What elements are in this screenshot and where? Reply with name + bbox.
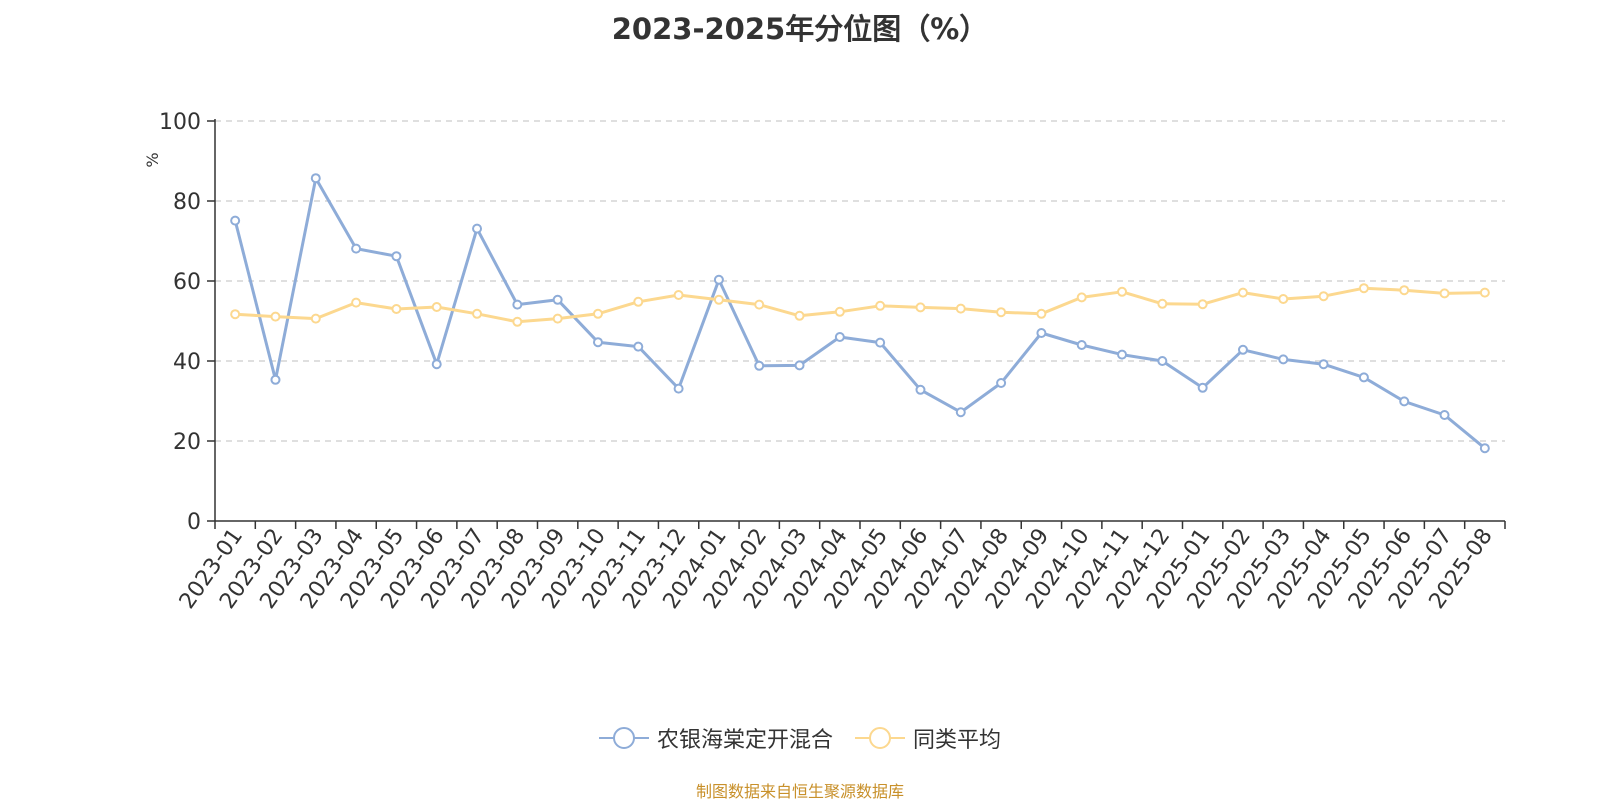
y-tick-label: 40	[173, 350, 201, 375]
series-1-point	[310, 173, 321, 184]
series-2-point	[713, 294, 724, 305]
series-2-point	[310, 313, 321, 324]
y-tick-label: 60	[173, 270, 201, 295]
series-2-point	[512, 316, 523, 327]
series-1-point	[391, 251, 402, 262]
series-2-point	[1399, 285, 1410, 296]
series-1-point	[1278, 354, 1289, 365]
series-2-point	[875, 300, 886, 311]
series-1-point	[713, 274, 724, 285]
y-axis-label: %	[143, 152, 162, 167]
series-2-point	[230, 309, 241, 320]
source-note: 制图数据来自恒生聚源数据库	[695, 782, 904, 801]
y-tick-label: 80	[173, 190, 201, 215]
series-1-point	[915, 384, 926, 395]
legend: 农银海棠定开混合 同类平均	[0, 722, 1600, 754]
series-1-point	[1439, 410, 1450, 420]
series-2-point	[996, 307, 1007, 318]
series-2-point	[633, 296, 644, 307]
series-1-point	[351, 243, 362, 254]
series-1-point	[955, 407, 966, 418]
legend-label-series-1: 农银海棠定开混合	[656, 728, 833, 753]
series-line-2	[235, 286, 1485, 324]
series-1-point	[1197, 382, 1208, 393]
series-2-point	[1358, 283, 1369, 294]
series-1-point	[754, 360, 765, 371]
series-2-point	[754, 299, 765, 310]
series-1-point	[1117, 349, 1128, 360]
series-1-point	[552, 294, 563, 305]
series-1-point	[1479, 443, 1490, 454]
series-2-point	[794, 310, 805, 321]
series-1-point	[230, 215, 241, 226]
series-1-point	[1036, 328, 1047, 338]
legend-swatch-series-1	[598, 727, 649, 749]
series-2-point	[834, 306, 845, 317]
series-2-point	[1157, 298, 1168, 309]
series-2-point	[1076, 292, 1087, 303]
legend-label-series-2: 同类平均	[913, 728, 1002, 753]
y-tick-label: 100	[159, 110, 201, 135]
series-2-point	[1479, 287, 1490, 298]
series-2-point	[472, 308, 483, 319]
series-2-point	[391, 304, 402, 314]
series-2-point	[431, 302, 442, 312]
y-tick-label: 20	[173, 430, 201, 455]
series-2-point	[351, 297, 362, 308]
legend-item-series-1[interactable]: 农银海棠定开混合	[598, 722, 833, 754]
series-2-point	[955, 303, 966, 314]
series-2-point	[1197, 299, 1208, 310]
series-1-point	[592, 337, 603, 348]
series-1-point	[673, 383, 684, 394]
series-1-point	[270, 374, 281, 385]
series-2-point	[270, 311, 281, 322]
series-2-point	[1318, 291, 1329, 302]
series-1-point	[1399, 396, 1410, 407]
legend-item-series-2[interactable]: 同类平均	[855, 722, 1001, 754]
series-2-point	[1117, 286, 1128, 297]
series-2-point	[673, 290, 684, 300]
series-1-point	[1318, 359, 1329, 370]
series-2-point	[1278, 294, 1289, 304]
series-1-point	[996, 378, 1007, 388]
series-2-point	[592, 308, 603, 319]
series-1-point	[1157, 356, 1168, 366]
y-tick-label: 0	[187, 510, 201, 535]
series-1-point	[512, 299, 523, 310]
series-1-point	[875, 337, 886, 348]
series-2-point	[552, 313, 563, 324]
series-1-point	[1358, 372, 1369, 383]
series-1-point	[472, 223, 483, 234]
series-2-point	[1036, 308, 1047, 319]
series-1-point	[1237, 344, 1248, 355]
legend-swatch-series-2	[855, 727, 905, 749]
series-2-point	[915, 302, 926, 313]
chart-title: 2023-2025年分位图（%）	[611, 12, 989, 46]
series-2-point	[1237, 287, 1248, 298]
series-line-1	[233, 176, 1486, 450]
series-1-point	[794, 360, 805, 371]
series-1-point	[834, 332, 845, 342]
series-1-point	[1076, 340, 1087, 350]
series-1-point	[633, 341, 644, 352]
series-2-point	[1439, 288, 1450, 299]
series-1-point	[431, 359, 442, 370]
